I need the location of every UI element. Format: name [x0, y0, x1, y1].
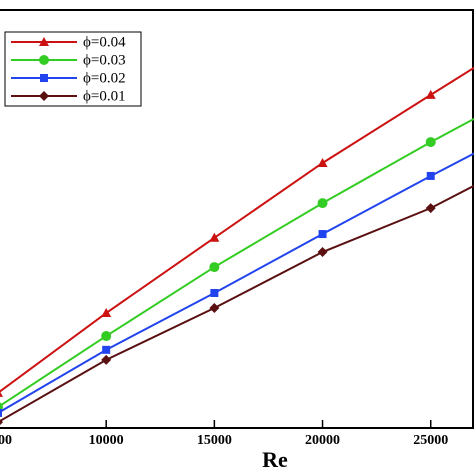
legend-box	[4, 31, 142, 107]
marker	[209, 303, 220, 314]
plot-area	[0, 66, 474, 426]
marker	[102, 345, 111, 354]
marker	[0, 408, 2, 417]
x-tick-label: 15000	[197, 433, 232, 448]
marker	[40, 74, 48, 82]
x-tick-label: 5000	[0, 433, 12, 448]
marker	[426, 171, 435, 180]
marker	[0, 419, 3, 426]
marker	[101, 331, 112, 342]
legend-label: ϕ=0.02	[83, 70, 126, 86]
legend-label: ϕ=0.03	[83, 52, 126, 68]
marker	[317, 198, 328, 209]
marker	[317, 157, 328, 167]
marker	[209, 232, 220, 242]
marker	[101, 354, 112, 365]
x-tick-label: 25000	[413, 433, 448, 448]
marker	[209, 262, 220, 273]
legend-label: ϕ=0.01	[83, 88, 126, 104]
marker	[318, 230, 327, 239]
marker	[101, 308, 112, 318]
series-line	[0, 117, 474, 407]
legend-label: ϕ=0.04	[83, 34, 126, 50]
x-tick-label: 10000	[89, 433, 124, 448]
series-line	[0, 66, 474, 393]
marker	[210, 288, 219, 297]
marker	[317, 247, 328, 258]
marker	[425, 89, 436, 99]
marker	[39, 37, 49, 46]
series-line	[0, 152, 474, 413]
series-line	[0, 184, 474, 423]
marker	[39, 55, 49, 65]
x-axis-label: Re	[262, 447, 288, 472]
x-tick-label: 20000	[305, 433, 340, 448]
plot-frame	[0, 9, 474, 429]
marker	[425, 203, 436, 214]
marker	[39, 91, 49, 101]
marker	[0, 391, 3, 397]
marker	[425, 137, 436, 148]
